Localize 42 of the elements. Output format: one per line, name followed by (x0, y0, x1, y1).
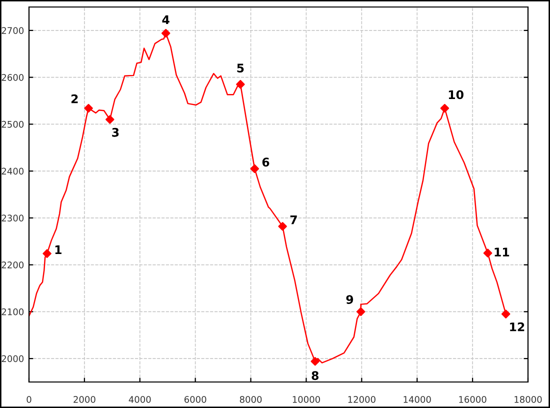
annotation: 5 (237, 64, 244, 72)
annotation: 3 (112, 128, 119, 137)
point (236, 80, 245, 89)
x-tick-label: 0 (26, 396, 32, 403)
x-tick-label: 8000 (240, 396, 262, 403)
point (483, 248, 492, 258)
annotation: 4 (162, 15, 170, 24)
point (250, 164, 259, 174)
annotation: 12 (510, 322, 524, 332)
x-tick-label: 10000 (292, 396, 320, 403)
point (42, 249, 52, 258)
y-tick-label: 2400 (2, 168, 24, 175)
x-tick-label: 18000 (514, 396, 542, 403)
annotation: 11 (494, 248, 510, 256)
x-tick-label: 14000 (404, 396, 431, 403)
y-tick-label: 2300 (2, 214, 24, 222)
point (356, 307, 366, 316)
x-tick-label: 4000 (128, 396, 151, 403)
x-tick-label: 6000 (184, 396, 206, 403)
annotation: 1 (55, 245, 62, 254)
y-tick-label: 2600 (2, 74, 24, 81)
point (278, 222, 287, 231)
annotation: 7 (290, 215, 297, 224)
annotation: 6 (262, 158, 270, 167)
y-tick-label: 2700 (2, 27, 24, 34)
y-tick-label: 2200 (2, 262, 24, 268)
y-tick-label: 2500 (2, 120, 24, 128)
x-tick-label: 12000 (348, 396, 376, 403)
point (106, 115, 114, 124)
x-tick-label: 16000 (459, 396, 486, 403)
point (161, 28, 170, 38)
point (440, 104, 450, 113)
point (84, 104, 93, 113)
point (310, 357, 320, 366)
x-tick-label: 2000 (74, 396, 96, 403)
annotation: 10 (448, 90, 464, 100)
annotation: 8 (312, 371, 318, 380)
y-tick-label: 2000 (2, 355, 24, 362)
annotation: 9 (346, 295, 354, 304)
point (501, 310, 510, 318)
y-tick-label: 2100 (2, 308, 24, 316)
annotation: 2 (71, 94, 78, 104)
